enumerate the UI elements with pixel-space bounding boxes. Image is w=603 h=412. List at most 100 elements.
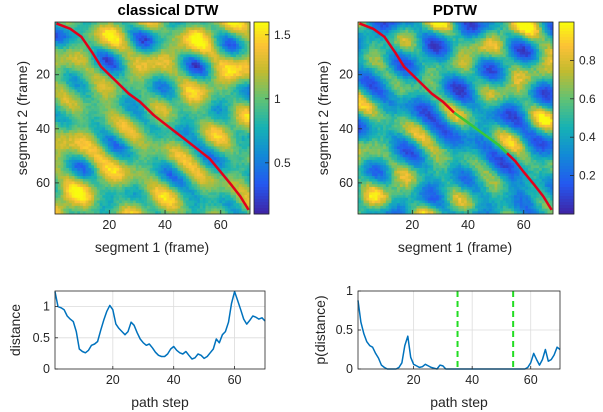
heatmap-cell [88,176,92,180]
heatmap-cell [77,95,81,99]
heatmap-cell [119,89,123,93]
heatmap-cell [152,97,156,101]
heatmap-cell [119,51,123,55]
heatmap-cell [121,78,125,82]
heatmap-cell [77,184,81,188]
heatmap-cell [146,57,151,61]
heatmap-cell [208,119,212,123]
heatmap-cell [197,24,201,28]
heatmap-cell [63,78,67,82]
heatmap-cell [224,95,229,99]
heatmap-cell [121,43,125,47]
heatmap-cell [227,84,231,88]
heatmap-cell [183,165,187,169]
heatmap-cell [205,73,209,77]
heatmap-cell [202,57,206,61]
heatmap-cell [55,57,59,61]
heatmap-cell [180,211,184,215]
heatmap-cell [155,51,159,55]
heatmap-cell [244,103,248,107]
heatmap-cell [152,24,156,28]
heatmap-cell [208,81,212,85]
heatmap-cell [96,27,100,31]
heatmap-cell [107,154,112,158]
heatmap-cell [188,157,192,161]
heatmap-cell [144,176,148,180]
heatmap-cell [177,181,181,185]
heatmap-cell [247,195,251,199]
heatmap-cell [138,149,142,153]
heatmap-cell [183,97,187,101]
heatmap-cell [241,111,245,115]
heatmap-cell [124,149,128,153]
heatmap-cell [174,67,178,71]
heatmap-cell [82,159,86,163]
heatmap-cell [205,57,209,61]
heatmap-cell [68,170,73,174]
heatmap-cell [188,78,192,82]
heatmap-cell [216,149,220,153]
heatmap-cell [158,186,162,190]
heatmap-cell [110,189,114,193]
heatmap-cell [96,78,100,82]
heatmap-cell [138,119,142,123]
heatmap-cell [169,43,173,47]
heatmap-cell [224,30,229,34]
heatmap-cell [127,184,131,188]
heatmap-cell [113,200,117,204]
heatmap-cell [63,27,67,31]
heatmap-cell [133,132,137,136]
heatmap-cell [222,127,226,131]
heatmap-cell [219,124,223,128]
heatmap-cell [174,135,178,139]
heatmap-cell [211,151,215,155]
heatmap-cell [133,51,137,55]
heatmap-cell [130,78,134,82]
heatmap-cell [80,49,84,53]
colorbar-swatch [254,22,269,26]
heatmap-cell [236,54,240,58]
heatmap-cell [213,195,217,199]
heatmap-cell [247,143,251,147]
heatmap-cell [110,132,114,136]
heatmap-cell [77,200,81,204]
heatmap-cell [113,195,117,199]
heatmap-cell [158,127,162,131]
heatmap-cell [236,65,240,69]
heatmap-cell [213,27,217,31]
heatmap-cell [141,70,145,74]
heatmap-cell [119,95,123,99]
heatmap-cell [135,162,139,166]
heatmap-cell [68,111,73,115]
heatmap-cell [88,100,92,104]
heatmap-cell [244,119,248,123]
heatmap-cell [94,168,98,172]
heatmap-cell [208,51,212,55]
heatmap-cell [94,108,98,112]
heatmap-cell [80,127,84,131]
heatmap-cell [244,168,248,172]
heatmap-cell [82,49,86,53]
heatmap-cell [236,130,240,134]
heatmap-cell [222,86,226,90]
heatmap-cell [241,119,245,123]
heatmap-cell [194,205,198,209]
heatmap-cell [63,97,67,101]
heatmap-cell [57,157,61,161]
heatmap-cell [219,205,223,209]
heatmap-cell [68,116,73,120]
heatmap-cell [219,154,223,158]
heatmap-cell [219,51,223,55]
heatmap-cell [224,89,229,93]
heatmap-cell [146,70,151,74]
heatmap-cell [236,111,240,115]
heatmap-cell [91,181,95,185]
heatmap-cell [60,146,64,150]
heatmap-cell [121,186,125,190]
heatmap-cell [82,149,86,153]
heatmap-cell [110,30,114,34]
heatmap-cell [158,184,162,188]
heatmap-cell [130,116,134,120]
heatmap-cell [146,130,151,134]
heatmap-cell [60,159,64,163]
